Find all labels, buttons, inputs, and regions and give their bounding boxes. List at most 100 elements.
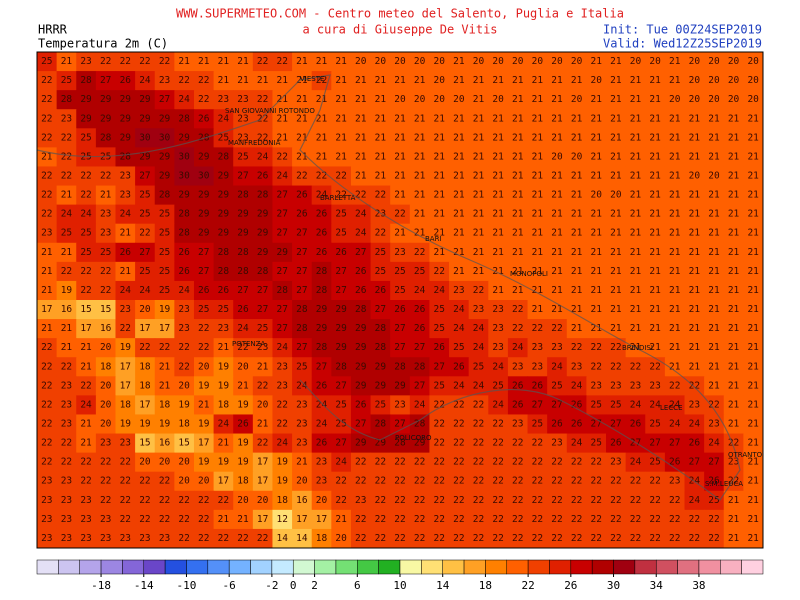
temp-cell <box>154 109 175 129</box>
temp-value: 21 <box>434 151 446 162</box>
temp-value: 22 <box>394 476 405 487</box>
temp-cell <box>350 433 372 454</box>
temp-value: 22 <box>100 476 111 487</box>
temp-cell <box>488 452 509 473</box>
temp-cell <box>468 185 489 206</box>
temp-cell <box>684 490 705 511</box>
temp-value: 21 <box>80 438 92 449</box>
temp-cell <box>370 490 391 511</box>
temp-value: 29 <box>159 151 171 162</box>
temp-cell <box>527 204 548 225</box>
temp-value: 21 <box>590 171 602 182</box>
temp-value: 21 <box>590 228 602 239</box>
temp-value: 21 <box>689 209 701 220</box>
temp-value: 22 <box>610 342 621 353</box>
temp-cell <box>350 147 372 167</box>
colorbar-label: -6 <box>223 579 236 592</box>
temp-value: 16 <box>159 438 171 449</box>
temp-value: 21 <box>355 151 367 162</box>
temp-value: 21 <box>80 361 92 372</box>
temp-cell <box>684 452 705 473</box>
temp-value: 19 <box>159 419 171 430</box>
temp-cell <box>723 223 744 244</box>
temp-value: 24 <box>630 457 642 468</box>
temp-value: 22 <box>120 457 131 468</box>
place: LECCE <box>660 404 683 412</box>
temp-value: 17 <box>257 457 268 468</box>
temp-cell <box>252 509 273 530</box>
temp-cell <box>488 357 509 377</box>
temp-value: 20 <box>198 476 210 487</box>
temp-cell <box>76 357 97 377</box>
temp-cell <box>488 471 509 492</box>
temp-value: 21 <box>747 495 759 506</box>
temp-cell <box>723 338 744 358</box>
temp-cell <box>547 242 568 263</box>
temp-value: 22 <box>434 457 445 468</box>
temp-value: 28 <box>316 285 328 296</box>
temp-cell <box>272 433 293 454</box>
temp-cell <box>704 395 725 415</box>
temp-cell <box>95 395 116 415</box>
temp-cell <box>56 52 77 72</box>
temp-value: 22 <box>257 94 268 105</box>
colorbar-swatch <box>741 559 764 575</box>
temp-cell <box>76 242 97 263</box>
temp-cell <box>743 261 764 282</box>
temp-value: 20 <box>590 190 602 201</box>
temp-cell <box>586 242 607 263</box>
temp-cell <box>135 319 156 339</box>
temp-value: 17 <box>41 304 52 315</box>
temp-value: 20 <box>571 94 583 105</box>
temp-cell <box>95 452 116 473</box>
temp-value: 29 <box>100 113 112 124</box>
temp-cell <box>213 471 234 492</box>
temp-cell <box>154 242 175 263</box>
temp-cell <box>56 185 77 206</box>
temp-cell <box>723 166 744 187</box>
temp-value: 19 <box>178 399 190 410</box>
temp-value: 23 <box>296 419 307 430</box>
temp-cell <box>488 509 509 530</box>
temp-value: 21 <box>61 56 73 67</box>
temp-cell <box>704 261 725 282</box>
temp-value: 24 <box>218 419 230 430</box>
temp-value: 23 <box>159 533 170 544</box>
temp-value: 22 <box>139 514 150 525</box>
temp-cell <box>664 90 686 110</box>
temp-cell <box>233 280 254 301</box>
temp-cell <box>95 414 116 435</box>
temp-value: 21 <box>355 171 367 182</box>
temp-cell <box>409 242 430 263</box>
temp-value: 29 <box>80 94 92 105</box>
temp-value: 22 <box>473 514 484 525</box>
temp-cell <box>292 471 313 492</box>
temp-cell <box>645 223 666 244</box>
colorbar-swatch <box>399 559 422 575</box>
temp-cell <box>233 128 254 148</box>
colorbar-swatch <box>122 559 145 575</box>
temp-value: 22 <box>453 438 464 449</box>
temp-value: 21 <box>80 419 92 430</box>
temp-value: 22 <box>375 228 386 239</box>
temp-value: 17 <box>257 476 268 487</box>
temp-cell <box>390 185 411 206</box>
colorbar-swatch <box>271 559 294 575</box>
temp-value: 29 <box>277 247 289 258</box>
temp-cell <box>115 414 136 435</box>
temp-cell <box>350 319 372 339</box>
temp-cell <box>135 280 156 301</box>
temp-value: 27 <box>257 285 268 296</box>
temp-cell <box>252 223 273 244</box>
temp-cell <box>76 185 97 206</box>
temp-value: 22 <box>434 266 445 277</box>
temp-value: 26 <box>669 457 681 468</box>
temp-value: 21 <box>414 75 426 86</box>
temp-value: 22 <box>610 361 621 372</box>
temp-value: 21 <box>669 247 681 258</box>
temp-value: 22 <box>41 113 52 124</box>
temp-cell <box>311 52 332 72</box>
temp-cell <box>252 90 273 110</box>
temp-value: 18 <box>218 399 230 410</box>
temp-value: 28 <box>159 190 171 201</box>
